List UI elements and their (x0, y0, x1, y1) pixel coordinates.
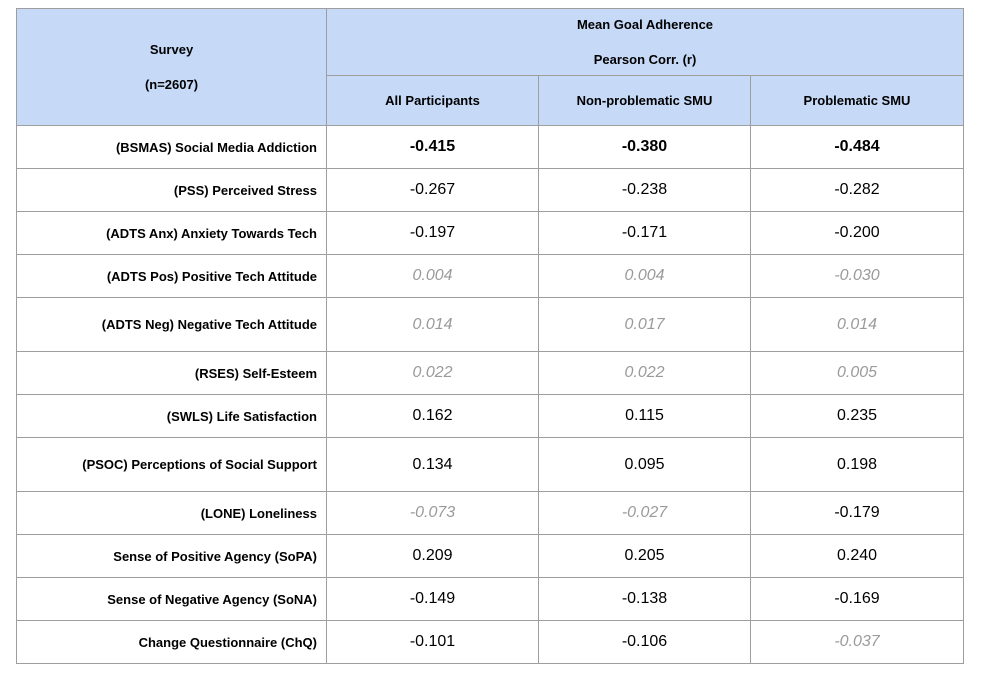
table-header: Survey (n=2607) Mean Goal Adherence Pear… (16, 8, 964, 126)
correlation-value: -0.267 (326, 168, 539, 212)
correlation-value: 0.004 (326, 254, 539, 298)
row-label: (RSES) Self-Esteem (16, 351, 327, 395)
correlation-value: -0.415 (326, 125, 539, 169)
correlation-value: 0.022 (326, 351, 539, 395)
table-row: (SWLS) Life Satisfaction 0.162 0.115 0.235 (16, 394, 964, 438)
table-row: Change Questionnaire (ChQ) -0.101 -0.106 -0… (16, 620, 964, 664)
column-header-nonproblematic: Non-problematic SMU (538, 75, 751, 126)
correlation-value: -0.179 (750, 491, 964, 535)
sample-size-label: (n=2607) (144, 76, 199, 92)
table-row: (BSMAS) Social Media Addiction -0.415 -0.3… (16, 125, 964, 169)
row-label: (ADTS Neg) Negative Tech Attitude (16, 297, 327, 352)
row-label: (ADTS Pos) Positive Tech Attitude (16, 254, 327, 298)
correlation-value: 0.022 (538, 351, 751, 395)
row-label: (PSOC) Perceptions of Social Support (16, 437, 327, 492)
correlation-value: 0.115 (538, 394, 751, 438)
correlation-value: -0.282 (750, 168, 964, 212)
correlation-value: 0.014 (750, 297, 964, 352)
correlation-value: 0.014 (326, 297, 539, 352)
correlation-value: 0.198 (750, 437, 964, 492)
row-label: (PSS) Perceived Stress (16, 168, 327, 212)
correlation-value: -0.027 (538, 491, 751, 535)
correlation-table: Survey (n=2607) Mean Goal Adherence Pear… (16, 8, 964, 664)
table-row: (ADTS Neg) Negative Tech Attitude 0.014 0.… (16, 297, 964, 352)
row-label: (BSMAS) Social Media Addiction (16, 125, 327, 169)
correlation-value: -0.101 (326, 620, 539, 664)
row-label: Sense of Negative Agency (SoNA) (16, 577, 327, 621)
group-subtitle: Pearson Corr. (r) (593, 51, 697, 67)
table-row: (PSOC) Perceptions of Social Support 0.13… (16, 437, 964, 492)
correlation-value: 0.095 (538, 437, 751, 492)
table-body: (BSMAS) Social Media Addiction -0.415 -0.3… (16, 125, 964, 664)
correlation-value: 0.240 (750, 534, 964, 578)
group-title: Mean Goal Adherence (576, 16, 714, 32)
table-row: Sense of Positive Agency (SoPA) 0.209 0.20… (16, 534, 964, 578)
correlation-value: 0.235 (750, 394, 964, 438)
survey-header-cell: Survey (n=2607) (16, 8, 327, 126)
correlation-value: -0.484 (750, 125, 964, 169)
correlation-value: -0.073 (326, 491, 539, 535)
table-row: (RSES) Self-Esteem 0.022 0.022 0.005 (16, 351, 964, 395)
table-row: (LONE) Loneliness -0.073 -0.027 -0.179 (16, 491, 964, 535)
table-row: (ADTS Anx) Anxiety Towards Tech -0.197 -0.… (16, 211, 964, 255)
correlation-value: 0.005 (750, 351, 964, 395)
table-row: Sense of Negative Agency (SoNA) -0.149 -0.… (16, 577, 964, 621)
correlation-value: -0.169 (750, 577, 964, 621)
correlation-value: 0.017 (538, 297, 751, 352)
table-row: (PSS) Perceived Stress -0.267 -0.238 -0.282 (16, 168, 964, 212)
correlation-value: -0.149 (326, 577, 539, 621)
correlation-value: -0.200 (750, 211, 964, 255)
correlation-value: -0.138 (538, 577, 751, 621)
row-label: Sense of Positive Agency (SoPA) (16, 534, 327, 578)
column-header-all: All Participants (326, 75, 539, 126)
correlation-value: 0.162 (326, 394, 539, 438)
correlation-value: -0.030 (750, 254, 964, 298)
correlation-value: -0.197 (326, 211, 539, 255)
correlation-value: -0.380 (538, 125, 751, 169)
correlation-value: -0.037 (750, 620, 964, 664)
row-label: Change Questionnaire (ChQ) (16, 620, 327, 664)
correlation-value: 0.205 (538, 534, 751, 578)
correlation-value: -0.238 (538, 168, 751, 212)
correlation-value: -0.171 (538, 211, 751, 255)
correlation-value: 0.209 (326, 534, 539, 578)
correlation-value: -0.106 (538, 620, 751, 664)
correlation-value: 0.134 (326, 437, 539, 492)
group-header-cell: Mean Goal Adherence Pearson Corr. (r) (326, 8, 964, 76)
correlation-value: 0.004 (538, 254, 751, 298)
row-label: (LONE) Loneliness (16, 491, 327, 535)
row-label: (SWLS) Life Satisfaction (16, 394, 327, 438)
survey-label: Survey (149, 41, 194, 57)
row-label: (ADTS Anx) Anxiety Towards Tech (16, 211, 327, 255)
column-header-problematic: Problematic SMU (750, 75, 964, 126)
table-row: (ADTS Pos) Positive Tech Attitude 0.004 0.… (16, 254, 964, 298)
